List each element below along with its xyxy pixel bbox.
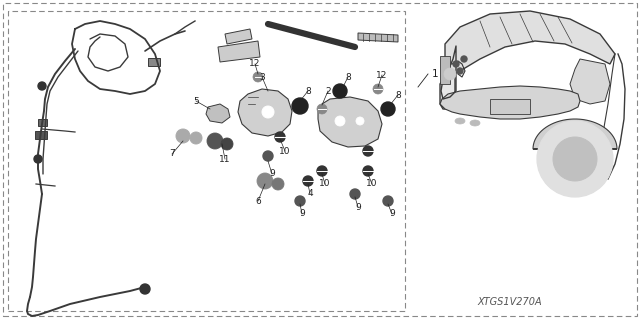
Text: 12: 12 (376, 70, 388, 79)
Bar (148, 58, 160, 66)
Text: 3: 3 (259, 72, 265, 81)
Circle shape (292, 98, 308, 114)
Text: 8: 8 (395, 91, 401, 100)
Circle shape (295, 196, 305, 206)
Circle shape (363, 146, 373, 156)
Circle shape (444, 68, 456, 80)
Circle shape (303, 176, 313, 186)
Circle shape (38, 82, 46, 90)
Polygon shape (533, 119, 617, 149)
Circle shape (262, 106, 274, 118)
Circle shape (190, 132, 202, 144)
Circle shape (272, 178, 284, 190)
Circle shape (350, 189, 360, 199)
Text: 9: 9 (389, 210, 395, 219)
Bar (38, 119, 47, 126)
Polygon shape (358, 33, 398, 42)
Text: 1: 1 (432, 69, 438, 79)
Polygon shape (440, 86, 580, 119)
Text: 8: 8 (345, 72, 351, 81)
Text: 9: 9 (299, 210, 305, 219)
Circle shape (333, 84, 347, 98)
Polygon shape (570, 59, 610, 104)
Polygon shape (318, 97, 382, 147)
Text: 9: 9 (269, 169, 275, 179)
Circle shape (34, 155, 42, 163)
Circle shape (257, 173, 273, 189)
Polygon shape (238, 89, 292, 136)
Circle shape (373, 84, 383, 94)
Circle shape (140, 284, 150, 294)
Circle shape (253, 72, 263, 82)
Polygon shape (440, 45, 455, 109)
Circle shape (275, 132, 285, 142)
Text: 10: 10 (319, 180, 331, 189)
Polygon shape (206, 104, 230, 123)
Text: 12: 12 (250, 60, 260, 69)
Ellipse shape (455, 118, 465, 124)
Text: 7: 7 (169, 150, 175, 159)
Circle shape (457, 68, 463, 74)
Text: 10: 10 (279, 146, 291, 155)
Circle shape (381, 102, 395, 116)
Bar (8, 11, 405, 311)
Circle shape (537, 121, 613, 197)
Text: 8: 8 (305, 86, 311, 95)
Circle shape (335, 116, 345, 126)
Text: 2: 2 (325, 86, 331, 95)
Text: XTGS1V270A: XTGS1V270A (477, 297, 542, 307)
Bar (35, 131, 47, 139)
Bar (440, 56, 450, 84)
Circle shape (317, 104, 327, 114)
Circle shape (317, 166, 327, 176)
Text: 9: 9 (355, 203, 361, 211)
Circle shape (221, 138, 233, 150)
Polygon shape (445, 11, 615, 79)
Circle shape (176, 129, 190, 143)
Polygon shape (225, 29, 252, 44)
Circle shape (207, 133, 223, 149)
Circle shape (453, 61, 459, 67)
Circle shape (553, 137, 597, 181)
Text: 6: 6 (255, 197, 261, 205)
Text: 10: 10 (366, 180, 378, 189)
Text: 11: 11 (220, 154, 231, 164)
Circle shape (356, 117, 364, 125)
Circle shape (461, 56, 467, 62)
Circle shape (263, 151, 273, 161)
Bar (490, 99, 530, 114)
Text: 5: 5 (193, 97, 199, 106)
Circle shape (363, 166, 373, 176)
Polygon shape (218, 41, 260, 62)
Circle shape (383, 196, 393, 206)
Text: 4: 4 (307, 189, 313, 198)
Ellipse shape (470, 120, 480, 126)
